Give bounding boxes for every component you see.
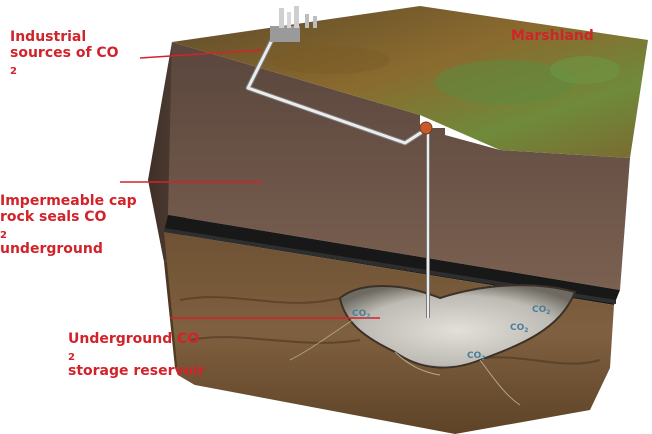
- storage-reservoir-label: Underground CO 2 storage reservoir: [68, 331, 205, 379]
- cap-rock-label: Impermeable cap rock seals CO 2 undergrou…: [0, 193, 137, 257]
- callout-lines: [120, 49, 380, 319]
- co2-marker: CO2: [532, 305, 550, 316]
- co2-marker: CO2: [510, 323, 528, 334]
- co2-pipeline: [245, 38, 433, 318]
- marshland-label: Marshland: [511, 28, 594, 44]
- co2-marker: CO2: [352, 309, 370, 320]
- industrial-facility: [270, 6, 317, 42]
- industrial-sources-label: Industrial sources of CO 2: [10, 29, 119, 77]
- co2-marker: CO2: [467, 351, 485, 362]
- marshland-surface: [172, 6, 648, 158]
- reservoir-markers: CO2 CO2 CO2 CO2: [352, 305, 550, 362]
